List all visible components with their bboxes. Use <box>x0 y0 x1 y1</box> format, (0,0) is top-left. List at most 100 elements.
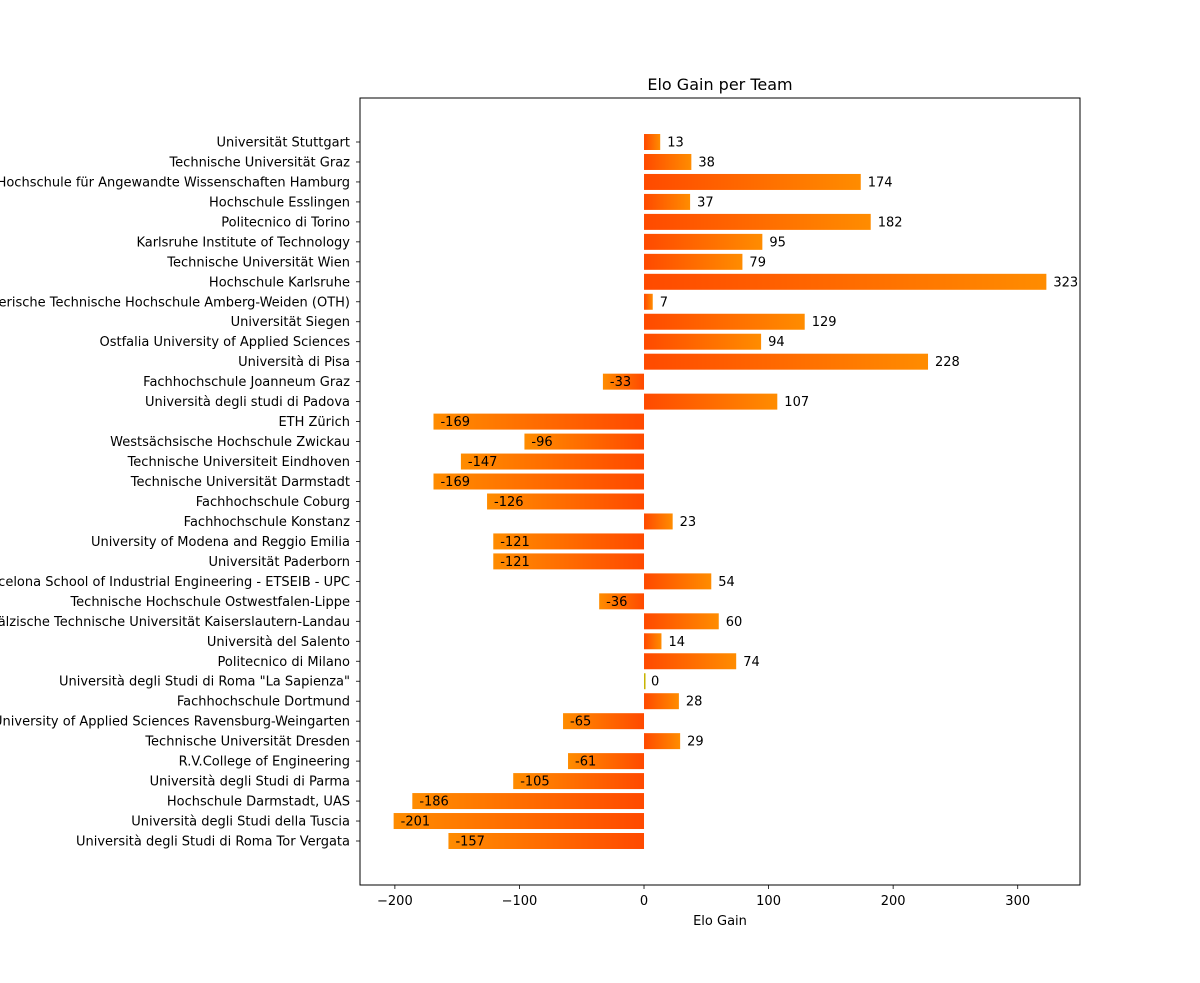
y-tick-label: Fachhochschule Coburg <box>196 495 350 510</box>
y-tick-label: Universität Siegen <box>231 315 350 330</box>
bar <box>412 793 645 810</box>
y-tick-label: Technische Universität Graz <box>168 155 350 170</box>
bar <box>644 613 719 630</box>
y-tick-label: Universität Paderborn <box>209 555 350 570</box>
bar-value-label: -169 <box>440 415 470 430</box>
bar <box>644 673 646 690</box>
y-tick-label: Technische Universiteit Eindhoven <box>127 455 350 470</box>
y-tick-label: Università del Salento <box>207 635 350 650</box>
bar <box>433 473 645 490</box>
bar-value-label: 228 <box>935 355 960 370</box>
bar <box>487 493 645 510</box>
bar-value-label: 0 <box>651 675 659 690</box>
bar-value-label: -121 <box>500 535 530 550</box>
bar-value-label: -201 <box>401 815 431 830</box>
bar-value-label: 182 <box>878 215 903 230</box>
y-tick-label: Ostbayerische Technische Hochschule Ambe… <box>0 295 350 310</box>
y-tick-label: Hochschule für Angewandte Wissenschaften… <box>0 175 350 190</box>
chart-title: Elo Gain per Team <box>647 75 792 94</box>
bar <box>513 773 645 790</box>
bar-value-label: -65 <box>570 715 591 730</box>
bar-value-label: 74 <box>743 655 760 670</box>
x-tick-label: −100 <box>502 894 538 909</box>
bar <box>644 253 743 270</box>
x-tick-label: −200 <box>377 894 413 909</box>
bar <box>644 313 805 330</box>
y-tick-label: Università degli Studi di Roma "La Sapie… <box>59 675 350 690</box>
y-tick-label: Fachhochschule Joanneum Graz <box>143 375 350 390</box>
bar <box>568 753 645 770</box>
bar <box>448 833 645 849</box>
bar <box>644 693 679 710</box>
y-tick-label: Barcelona School of Industrial Engineeri… <box>0 575 350 590</box>
x-ticks: −200 −100 0 100 200 300 <box>377 885 1030 909</box>
bar <box>644 353 929 370</box>
bar <box>644 273 1047 290</box>
bar <box>644 733 681 750</box>
bar-value-label: 38 <box>698 155 715 170</box>
bar-value-label: -169 <box>440 475 470 490</box>
bar-value-label: 323 <box>1053 275 1078 290</box>
y-tick-label: Politecnico di Torino <box>221 215 350 230</box>
bar-value-label: -126 <box>494 495 524 510</box>
bar <box>433 413 645 430</box>
y-tick-label: R.V.College of Engineering <box>179 755 350 770</box>
x-tick-label: 0 <box>640 894 648 909</box>
y-tick-label: Università di Pisa <box>238 355 350 370</box>
y-tick-label: Fachhochschule Dortmund <box>177 695 350 710</box>
bar <box>644 193 691 210</box>
bar-value-label: -121 <box>500 555 530 570</box>
y-tick-label: Politecnico di Milano <box>218 655 351 670</box>
bar <box>393 813 645 830</box>
bar-value-label: 95 <box>769 235 786 250</box>
bar <box>644 333 762 350</box>
bar-value-label: 29 <box>687 735 704 750</box>
y-tick-label: Università degli Studi di Roma Tor Verga… <box>76 835 350 850</box>
y-tick-labels: Universität Stuttgart Technische Universi… <box>0 136 360 850</box>
bar <box>644 173 861 190</box>
y-tick-label: Ostfalia University of Applied Sciences <box>99 335 350 350</box>
y-tick-label: ETH Zürich <box>278 415 350 430</box>
y-tick-label: Rheinland-Pfälzische Technische Universi… <box>0 615 350 630</box>
bar <box>644 233 763 250</box>
bar-value-label: 129 <box>812 315 837 330</box>
bar <box>524 433 645 450</box>
bar-value-label: -147 <box>468 455 498 470</box>
y-tick-label: Università degli studi di Padova <box>145 395 350 410</box>
bar-value-label: 14 <box>668 635 685 650</box>
y-tick-label: Technische Hochschule Ostwestfalen-Lippe <box>69 595 350 610</box>
bar-value-label: 7 <box>660 295 668 310</box>
bar <box>644 213 871 230</box>
bar-value-label: 107 <box>784 395 809 410</box>
bar-value-label: 13 <box>667 136 684 151</box>
y-tick-label: Universität Stuttgart <box>216 136 350 151</box>
bar <box>644 513 673 530</box>
bar-value-label: -186 <box>419 795 449 810</box>
bar <box>460 453 645 470</box>
bar-value-label: 94 <box>768 335 785 350</box>
bar <box>602 373 645 390</box>
y-tick-label: University of Applied Sciences Ravensbur… <box>0 715 350 730</box>
bar <box>493 553 645 570</box>
bar <box>644 153 692 170</box>
y-tick-label: Technische Universität Dresden <box>144 735 350 750</box>
y-tick-label: Hochschule Darmstadt, UAS <box>167 795 350 810</box>
bar-value-label: -96 <box>531 435 552 450</box>
bar <box>644 573 712 590</box>
bar-value-label: 54 <box>718 575 735 590</box>
y-tick-label: Westsächsische Hochschule Zwickau <box>110 435 350 450</box>
x-axis-label: Elo Gain <box>693 914 747 929</box>
y-tick-label: University of Modena and Reggio Emilia <box>91 535 350 550</box>
y-tick-label: Università degli Studi di Parma <box>150 775 350 790</box>
bar-value-label: -157 <box>455 835 485 850</box>
bar <box>644 293 653 310</box>
y-tick-label: Università degli Studi della Tuscia <box>131 815 350 830</box>
bar <box>493 533 645 550</box>
bar-value-label: 79 <box>749 255 766 270</box>
y-tick-label: Fachhochschule Konstanz <box>184 515 351 530</box>
bar-value-label: 28 <box>686 695 703 710</box>
bar <box>563 713 645 730</box>
bar <box>644 134 661 150</box>
